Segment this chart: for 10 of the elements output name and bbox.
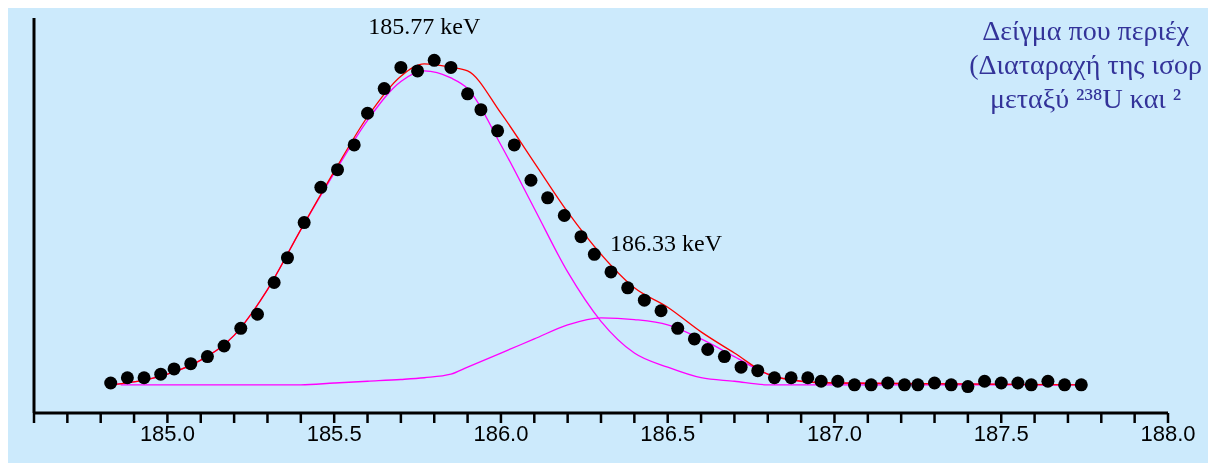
annotation: 185.77 keV xyxy=(368,12,481,39)
x-tick-label: 185.0 xyxy=(139,420,195,446)
chart-title: Δείγμα που περιέχ (Διαταραχή της ισορ μεταξύ ²³⁸U και ² xyxy=(969,14,1202,116)
x-tick-label: 187.0 xyxy=(806,420,862,446)
x-tick-label: 186.0 xyxy=(473,420,529,446)
x-tick-label: 187.5 xyxy=(973,420,1029,446)
x-tick-label: 188.0 xyxy=(1140,420,1196,446)
annotation: 186.33 keV xyxy=(610,230,722,257)
x-tick-label: 185.5 xyxy=(306,420,362,446)
x-tick-label: 186.5 xyxy=(640,420,696,446)
